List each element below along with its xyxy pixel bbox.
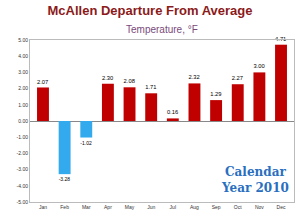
svg-text:Jul: Jul xyxy=(170,204,176,210)
svg-text:McAllen Departure From Average: McAllen Departure From Average xyxy=(48,3,253,18)
svg-text:Feb: Feb xyxy=(60,204,69,210)
svg-text:Oct: Oct xyxy=(234,204,242,210)
svg-text:Dec: Dec xyxy=(277,204,286,210)
svg-text:2.07: 2.07 xyxy=(37,79,48,85)
svg-text:2.27: 2.27 xyxy=(232,75,243,81)
svg-text:1.00: 1.00 xyxy=(18,102,28,108)
svg-text:Mar: Mar xyxy=(82,204,91,210)
svg-text:5.00: 5.00 xyxy=(18,37,28,43)
svg-text:2.08: 2.08 xyxy=(124,78,135,84)
svg-text:Aug: Aug xyxy=(190,204,199,210)
svg-text:3.00: 3.00 xyxy=(253,63,264,69)
svg-text:0.00: 0.00 xyxy=(18,118,28,124)
svg-text:0.16: 0.16 xyxy=(167,109,178,115)
svg-text:-5.00: -5.00 xyxy=(17,199,29,205)
svg-text:CalendarYear 2010: CalendarYear 2010 xyxy=(221,165,289,195)
svg-text:-3.00: -3.00 xyxy=(17,166,29,172)
svg-text:Nov: Nov xyxy=(255,204,264,210)
svg-text:-1.00: -1.00 xyxy=(17,134,29,140)
svg-text:-2.00: -2.00 xyxy=(17,150,29,156)
svg-text:1.71: 1.71 xyxy=(145,84,156,90)
svg-text:2.00: 2.00 xyxy=(18,85,28,91)
svg-text:-4.00: -4.00 xyxy=(17,183,29,189)
svg-text:2.32: 2.32 xyxy=(189,74,200,80)
svg-text:3.00: 3.00 xyxy=(18,69,28,75)
svg-text:1.29: 1.29 xyxy=(210,91,221,97)
svg-text:4.00: 4.00 xyxy=(18,53,28,59)
svg-text:Temperature, °F: Temperature, °F xyxy=(126,24,198,35)
svg-text:2.30: 2.30 xyxy=(102,75,113,81)
svg-text:May: May xyxy=(125,204,135,210)
svg-text:-3.28: -3.28 xyxy=(59,177,71,182)
svg-text:-1.02: -1.02 xyxy=(80,141,92,146)
svg-text:Jun: Jun xyxy=(147,204,155,210)
svg-text:4.71: 4.71 xyxy=(275,36,286,42)
svg-text:Sep: Sep xyxy=(212,204,221,210)
svg-text:Apr: Apr xyxy=(104,204,112,210)
svg-text:Jan: Jan xyxy=(39,204,47,210)
